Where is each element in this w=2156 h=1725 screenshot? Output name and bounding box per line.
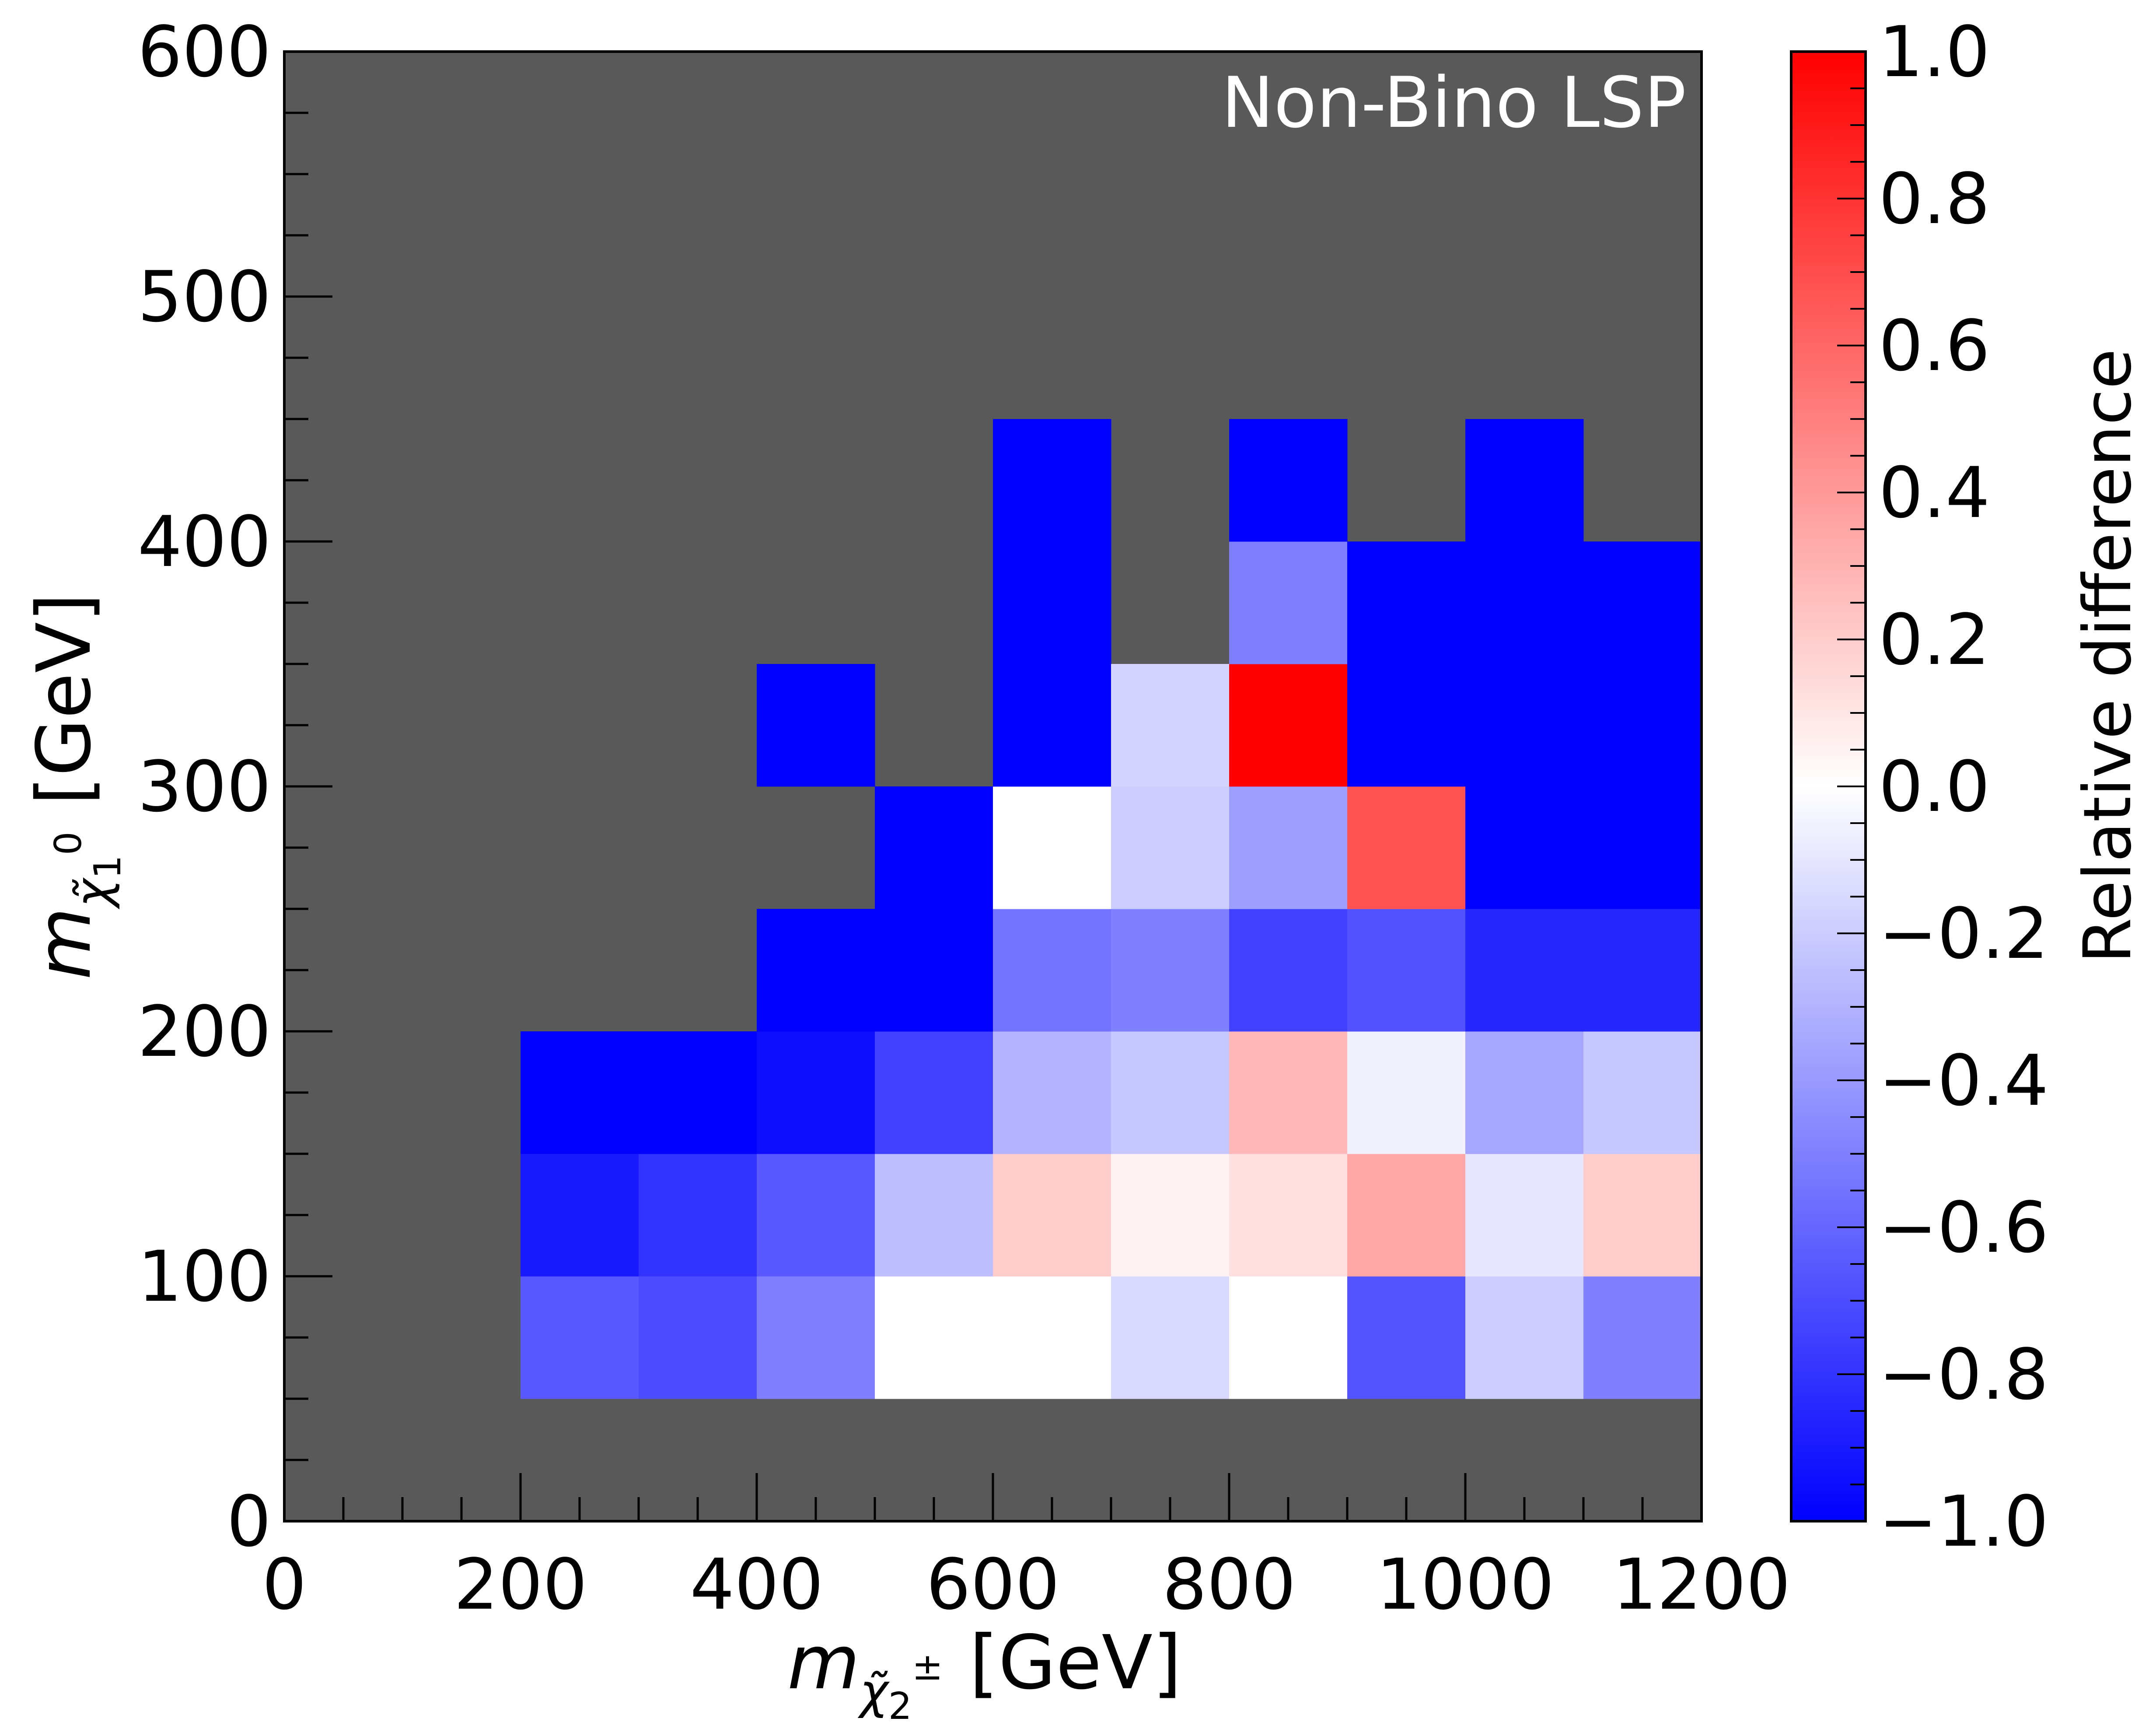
heatmap-cell xyxy=(1347,909,1466,1032)
heatmap-cell xyxy=(1347,664,1466,787)
heatmap-cell xyxy=(1583,1031,1702,1154)
heatmap-cell xyxy=(1465,786,1584,909)
heatmap-cell xyxy=(1347,1276,1466,1399)
heatmap-cell xyxy=(639,1276,757,1399)
colorbar-tick-label: 0.6 xyxy=(1879,305,1990,387)
heatmap-cells xyxy=(521,419,1702,1399)
heatmap-cell xyxy=(1229,541,1348,664)
heatmap-cell xyxy=(1465,664,1584,787)
heatmap-cell xyxy=(1583,664,1702,787)
heatmap-cell xyxy=(757,1031,875,1154)
colorbar-tick-label: 0.2 xyxy=(1879,599,1990,681)
heatmap-cell xyxy=(1111,1276,1230,1399)
y-tick-label: 200 xyxy=(138,991,271,1072)
heatmap-cell xyxy=(1111,1154,1230,1277)
colorbar-tick-label: −0.4 xyxy=(1879,1040,2049,1121)
colorbar-label: Relative difference xyxy=(2070,349,2146,964)
y-tick-label: 100 xyxy=(138,1236,271,1317)
x-tick-label: 1000 xyxy=(1376,1543,1554,1625)
plot-annotation: Non-Bino LSP xyxy=(1221,62,1686,143)
heatmap-cell xyxy=(757,909,875,1032)
heatmap-cell xyxy=(521,1276,639,1399)
heatmap-cell xyxy=(993,1154,1111,1277)
colorbar-tick-label: −1.0 xyxy=(1879,1481,2049,1562)
heatmap-cell xyxy=(1583,1154,1702,1277)
colorbar-tick-label: −0.2 xyxy=(1879,893,2049,974)
heatmap-cell xyxy=(1229,664,1348,787)
colorbar-tick-label: 0.0 xyxy=(1879,746,1990,828)
x-tick-label: 200 xyxy=(454,1543,587,1625)
heatmap-cell xyxy=(1229,1276,1348,1399)
x-tick-label: 600 xyxy=(926,1543,1059,1625)
heatmap-cell xyxy=(993,909,1111,1032)
heatmap-cell xyxy=(521,1154,639,1277)
heatmap-cell xyxy=(1111,909,1230,1032)
heatmap-cell xyxy=(1465,1154,1584,1277)
colorbar-tick-label: 1.0 xyxy=(1879,11,1990,93)
heatmap-cell xyxy=(1229,419,1348,542)
heatmap-cell xyxy=(757,1276,875,1399)
x-tick-label: 800 xyxy=(1162,1543,1296,1625)
y-tick-label: 0 xyxy=(227,1481,271,1562)
heatmap-cell xyxy=(1347,541,1466,664)
colorbar-tick-label: 0.4 xyxy=(1879,452,1990,534)
heatmap-cell xyxy=(1111,786,1230,909)
heatmap-cell xyxy=(1347,1031,1466,1154)
x-tick-label: 0 xyxy=(262,1543,307,1625)
heatmap-cell xyxy=(993,419,1111,542)
y-tick-label: 300 xyxy=(138,746,271,828)
colorbar-tick-label: −0.6 xyxy=(1879,1187,2049,1268)
heatmap-cell xyxy=(993,541,1111,664)
heatmap-cell xyxy=(875,1154,993,1277)
heatmap-cell xyxy=(1583,1276,1702,1399)
heatmap-cell xyxy=(993,1276,1111,1399)
x-tick-label: 400 xyxy=(690,1543,823,1625)
heatmap-cell xyxy=(639,1031,757,1154)
heatmap-cell xyxy=(993,1031,1111,1154)
heatmap-cell xyxy=(1583,909,1702,1032)
heatmap-cell xyxy=(521,1031,639,1154)
colorbar-tick-label: 0.8 xyxy=(1879,158,1990,240)
y-tick-label: 400 xyxy=(138,501,271,583)
heatmap-cell xyxy=(875,786,993,909)
colorbar-ticks: −1.0 −0.8 −0.6 −0.4 −0.2 0.0 0.2 0.4 0.6 0.8 1.0 xyxy=(1837,11,2049,1562)
y-tick-label: 600 xyxy=(138,11,271,93)
x-axis-label: mχ̃2± [GeV] xyxy=(787,1620,1181,1725)
heatmap-cell xyxy=(875,1031,993,1154)
colorbar-tick-label: −0.8 xyxy=(1879,1334,2049,1415)
heatmap-cell xyxy=(875,909,993,1032)
y-axis-label: mχ̃10[GeV] xyxy=(21,593,129,980)
heatmap-cell xyxy=(1229,909,1348,1032)
heatmap-cell xyxy=(757,664,875,787)
heatmap-cell xyxy=(1465,541,1584,664)
heatmap-cell xyxy=(1229,786,1348,909)
heatmap-cell xyxy=(639,1154,757,1277)
x-axis-ticks: 0 200 400 600 800 1000 1200 xyxy=(262,1473,1791,1625)
heatmap-cell xyxy=(875,1276,993,1399)
heatmap-cell xyxy=(1465,1031,1584,1154)
y-axis-ticks: 0 100 200 300 400 500 600 xyxy=(138,11,332,1562)
heatmap-cell xyxy=(1347,1154,1466,1277)
y-tick-label: 500 xyxy=(138,256,271,338)
heatmap-cell xyxy=(1465,1276,1584,1399)
heatmap-cell xyxy=(1229,1154,1348,1277)
heatmap-cell xyxy=(1583,541,1702,664)
heatmap-cell xyxy=(1347,786,1466,909)
heatmap-cell xyxy=(1111,664,1230,787)
heatmap-cell xyxy=(1465,909,1584,1032)
heatmap-cell xyxy=(1229,1031,1348,1154)
heatmap-cell xyxy=(1583,786,1702,909)
heatmap-cell xyxy=(1111,1031,1230,1154)
x-tick-label: 1200 xyxy=(1612,1543,1790,1625)
heatmap-cell xyxy=(757,1154,875,1277)
heatmap-cell xyxy=(993,786,1111,909)
heatmap-cell xyxy=(993,664,1111,787)
heatmap-cell xyxy=(1465,419,1584,542)
